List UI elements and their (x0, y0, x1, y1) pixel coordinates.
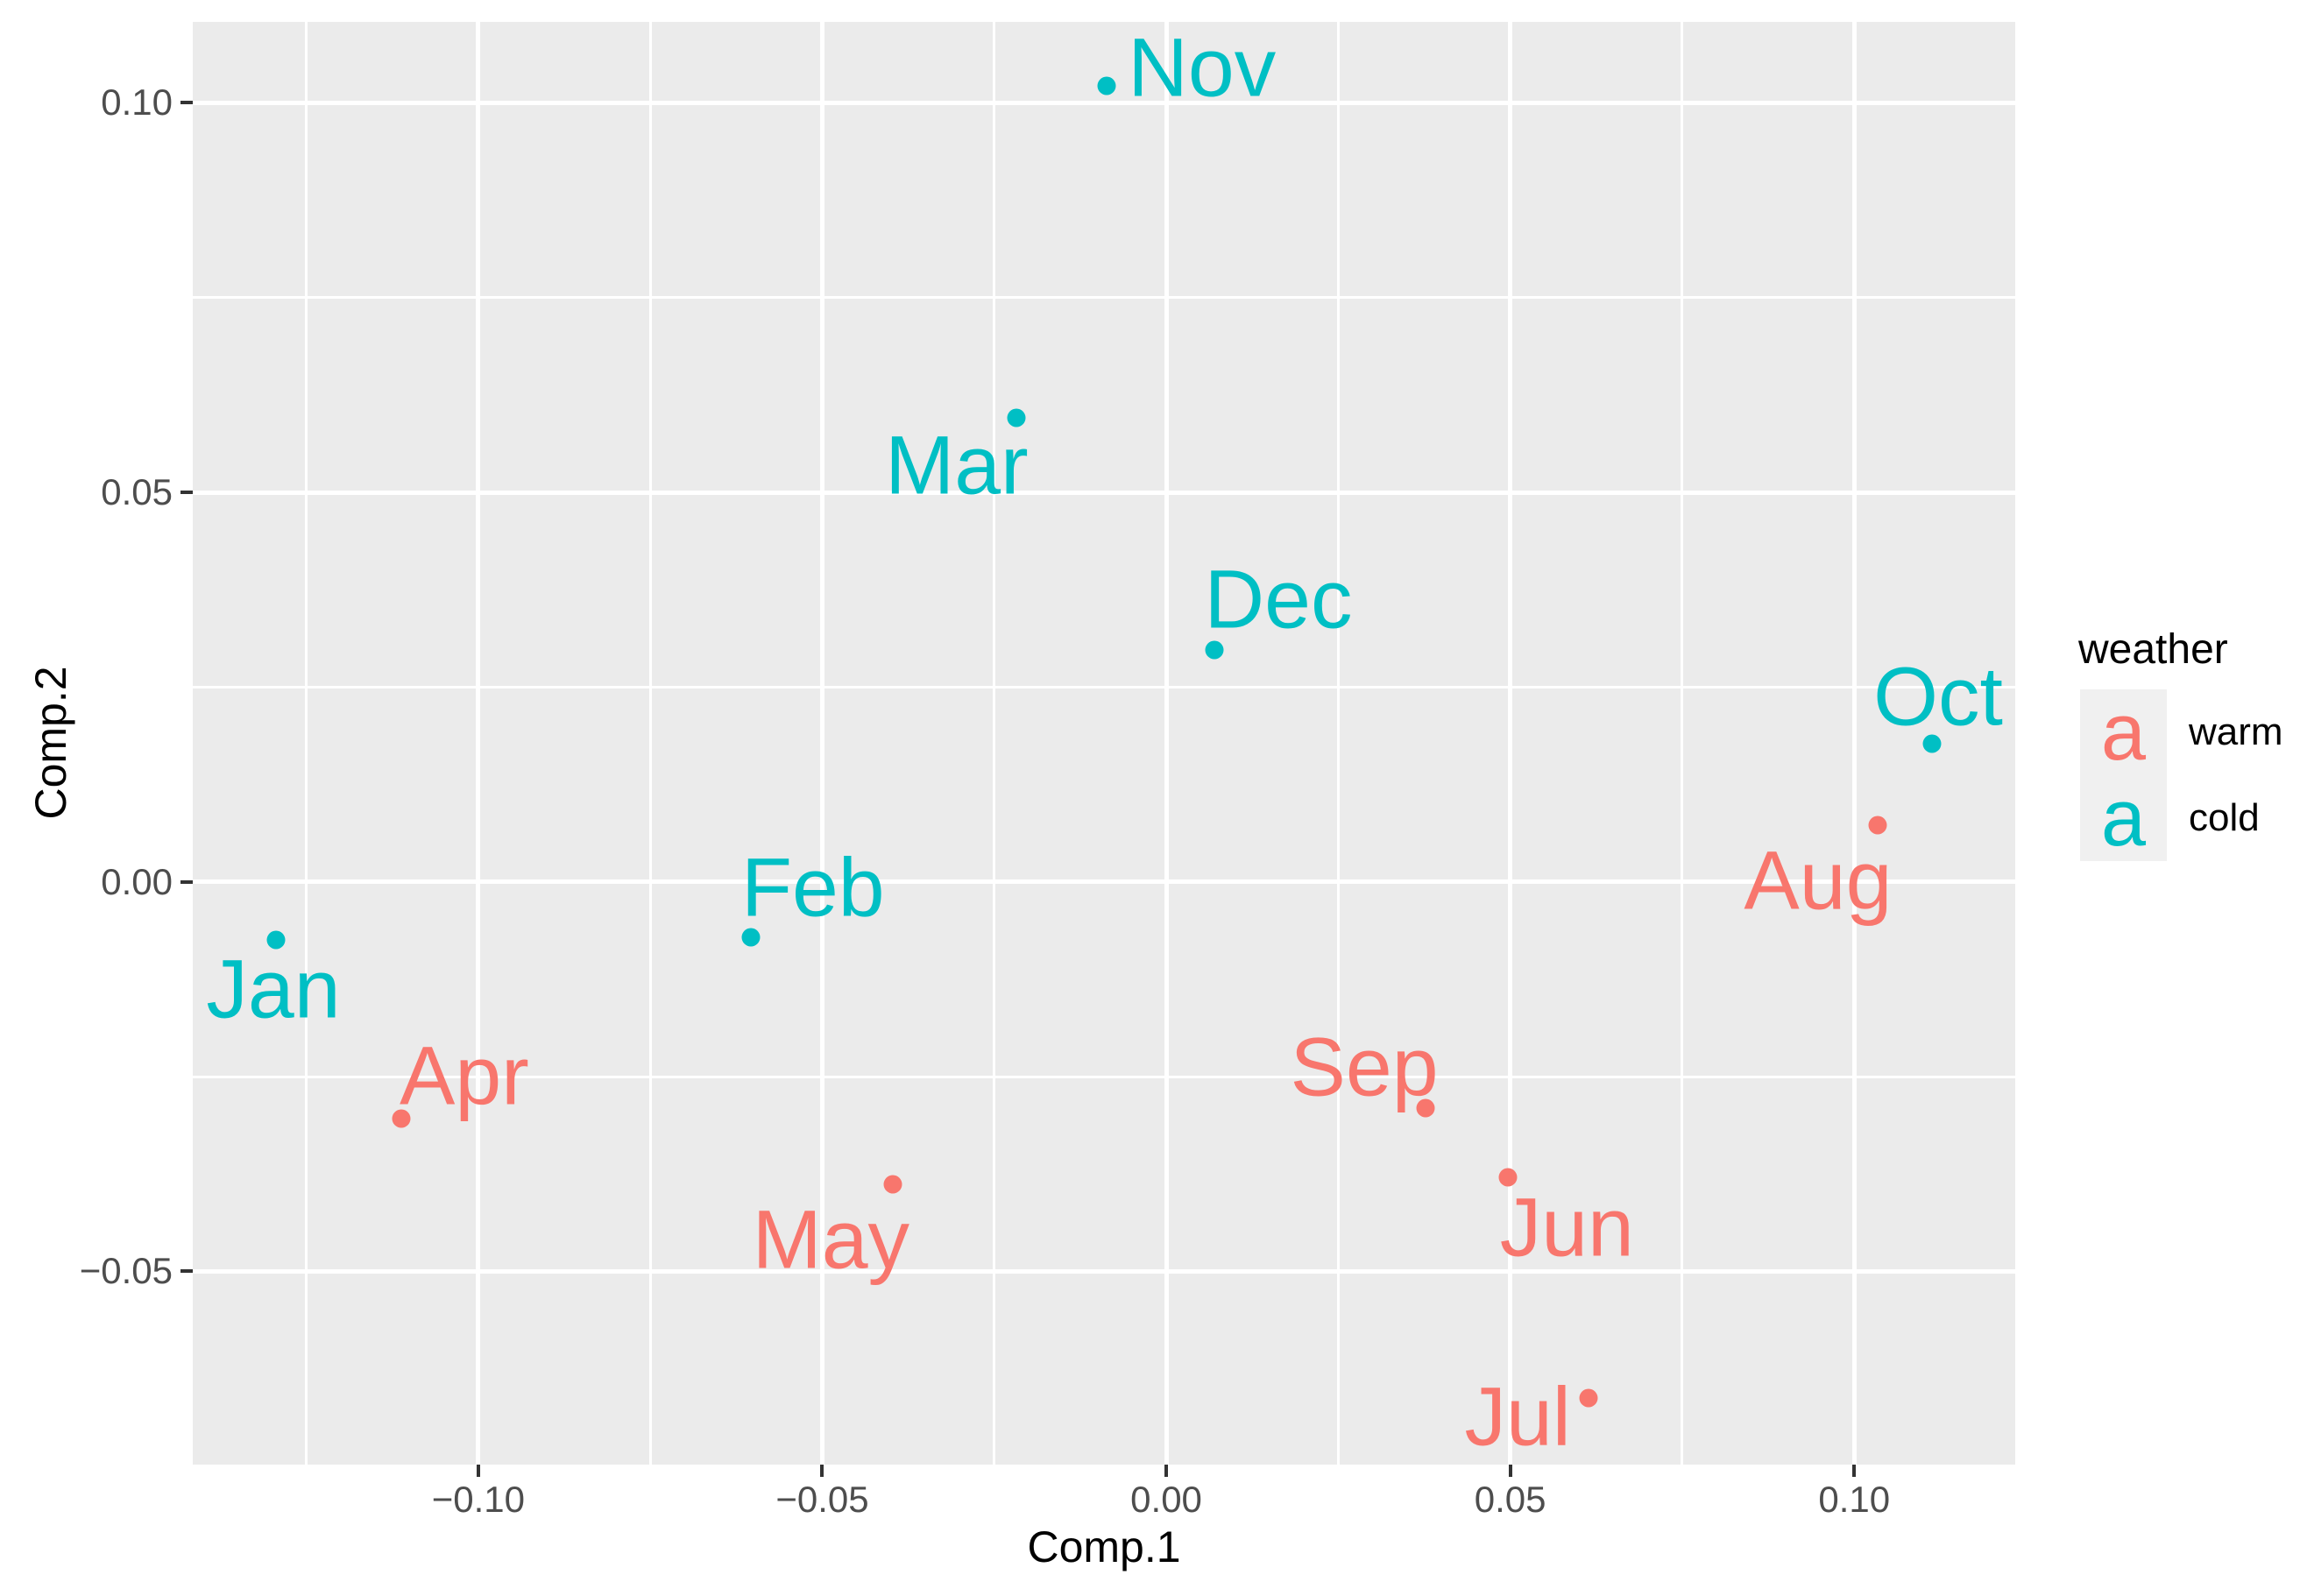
legend-key-warm: a (2080, 689, 2167, 775)
label-sep: Sep (1290, 1020, 1439, 1114)
y-axis-tick-label: 0.00 (101, 860, 173, 902)
x-axis-tick (820, 1465, 824, 1477)
major-gridline-x (819, 22, 824, 1465)
label-dec: Dec (1204, 553, 1353, 646)
label-aug: Aug (1744, 834, 1893, 928)
minor-gridline-x (305, 22, 308, 1465)
label-nov: Nov (1128, 21, 1277, 115)
major-gridline-y (193, 879, 2015, 885)
x-axis-tick (1164, 1465, 1169, 1477)
minor-gridline-x (648, 22, 652, 1465)
major-gridline-y (193, 100, 2015, 105)
point-oct (1922, 734, 1942, 753)
x-axis-tick-label: 0.05 (1474, 1479, 1546, 1520)
legend-glyph-cold: a (2100, 773, 2147, 863)
y-axis-tick-label: −0.05 (79, 1250, 173, 1292)
point-sep (1416, 1098, 1435, 1118)
point-may (883, 1175, 902, 1194)
legend-glyph-warm: a (2100, 688, 2147, 777)
label-oct: Oct (1873, 650, 2003, 744)
label-jan: Jan (206, 943, 341, 1036)
major-gridline-y (193, 490, 2015, 495)
minor-gridline-y (193, 1075, 2015, 1078)
minor-gridline-x (993, 22, 996, 1465)
label-jun: Jun (1499, 1181, 1634, 1275)
y-axis-tick (180, 491, 193, 495)
point-nov (1097, 76, 1116, 95)
y-axis-tick (180, 101, 193, 105)
minor-gridline-y (193, 685, 2015, 689)
major-gridline-y (193, 1268, 2015, 1274)
major-gridline-x (476, 22, 481, 1465)
label-jul: Jul (1464, 1370, 1571, 1464)
label-may: May (752, 1193, 910, 1287)
legend-key-cold: a (2080, 775, 2167, 861)
minor-gridline-y (193, 296, 2015, 300)
point-feb (741, 928, 761, 947)
point-dec (1205, 640, 1224, 660)
label-mar: Mar (885, 419, 1029, 512)
major-gridline-x (1851, 22, 1857, 1465)
x-axis-tick-label: 0.00 (1130, 1479, 1202, 1520)
x-axis-tick-label: 0.10 (1818, 1479, 1891, 1520)
legend-label-cold: cold (2189, 796, 2260, 839)
x-axis-tick-label: −0.05 (775, 1479, 869, 1520)
point-mar (1007, 408, 1026, 427)
label-feb: Feb (740, 841, 885, 935)
minor-gridline-x (1336, 22, 1340, 1465)
y-axis-tick-label: 0.10 (101, 81, 173, 124)
x-axis-tick-label: −0.10 (431, 1479, 525, 1520)
legend-title: weather (2078, 626, 2228, 673)
y-axis-tick (180, 879, 193, 884)
x-axis-tick (476, 1465, 480, 1477)
point-aug (1868, 816, 1887, 835)
major-gridline-x (1508, 22, 1513, 1465)
x-axis-title: Comp.1 (1027, 1522, 1181, 1571)
point-jan (266, 930, 286, 950)
y-axis-tick (180, 1269, 193, 1274)
label-apr: Apr (399, 1029, 529, 1123)
point-jun (1498, 1168, 1518, 1187)
point-apr (392, 1109, 411, 1128)
major-gridline-x (1164, 22, 1169, 1465)
x-axis-tick (1852, 1465, 1857, 1477)
legend-label-warm: warm (2189, 710, 2283, 753)
y-axis-title: Comp.2 (26, 666, 75, 820)
point-jul (1579, 1388, 1598, 1408)
minor-gridline-x (1681, 22, 1684, 1465)
plot-panel (193, 22, 2015, 1465)
x-axis-tick (1508, 1465, 1512, 1477)
y-axis-tick-label: 0.05 (101, 471, 173, 513)
